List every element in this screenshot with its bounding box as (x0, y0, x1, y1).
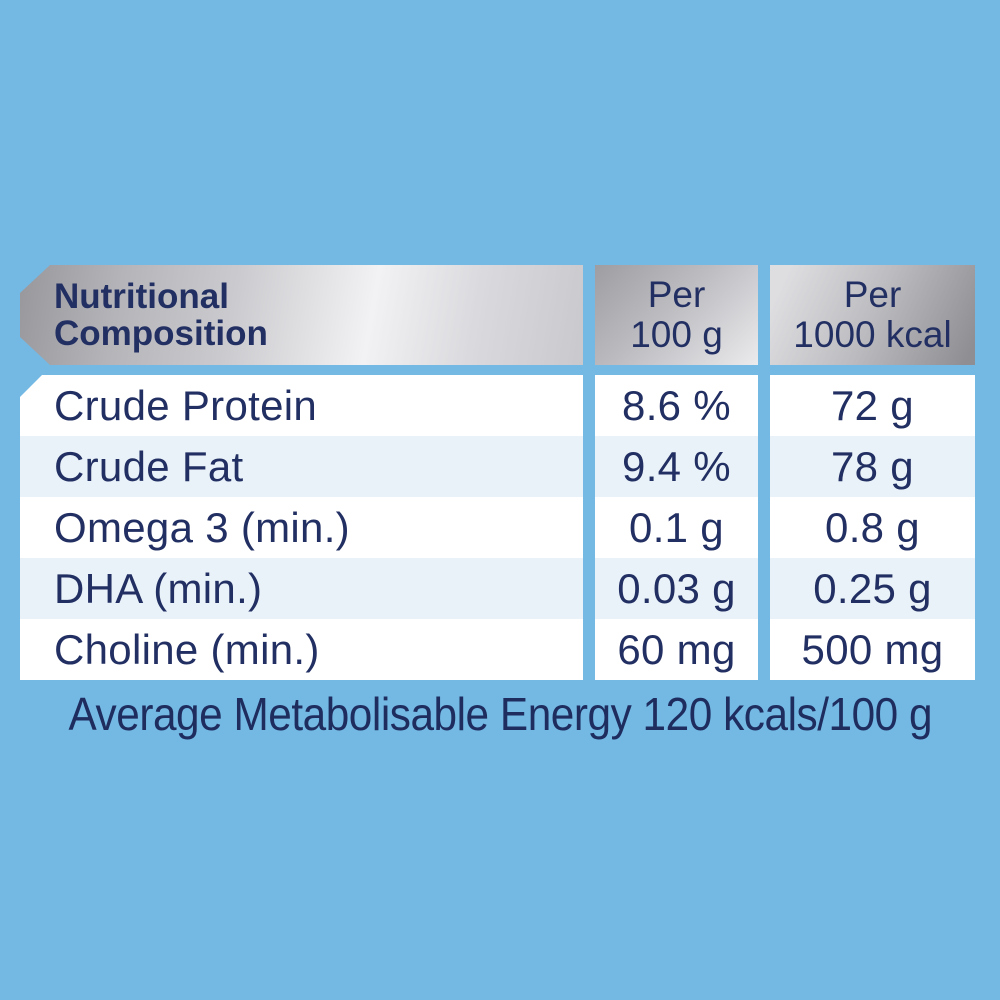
header-cell-nutritional-composition: Nutritional Composition (20, 265, 583, 365)
nutrition-table: Nutritional Composition Per 100 g Per 10… (20, 265, 975, 680)
per-1000kcal-value-cell: 0.8 g (770, 497, 975, 558)
nutrient-label: Crude Fat (54, 442, 244, 490)
nutrient-label: Omega 3 (min.) (54, 503, 350, 551)
per-1000kcal-value: 78 g (831, 442, 914, 490)
per-1000kcal-value-cell: 78 g (770, 436, 975, 497)
per-100g-value: 8.6 % (622, 381, 731, 429)
nutrient-label-cell: DHA (min.) (20, 558, 583, 619)
per-100g-value-cell: 9.4 % (595, 436, 758, 497)
per-1000kcal-value-cell: 0.25 g (770, 558, 975, 619)
per-100g-value-cell: 60 mg (595, 619, 758, 680)
header-per-1000kcal-line2: 1000 kcal (793, 314, 952, 355)
header-title-line1: Nutritional (54, 277, 229, 316)
per-1000kcal-value: 0.8 g (825, 503, 920, 551)
per-1000kcal-value: 0.25 g (813, 564, 932, 612)
header-per-1000kcal-line1: Per (843, 274, 902, 315)
per-1000kcal-value-cell: 500 mg (770, 619, 975, 680)
per-1000kcal-value: 500 mg (801, 625, 944, 673)
per-100g-value-cell: 0.03 g (595, 558, 758, 619)
nutrient-label: Crude Protein (54, 381, 318, 429)
per-100g-value: 0.03 g (617, 564, 736, 612)
nutrient-label-cell: Crude Protein (20, 375, 583, 436)
per-1000kcal-value-cell: 72 g (770, 375, 975, 436)
header-title-line2: Composition (54, 314, 268, 353)
nutrient-label: DHA (min.) (54, 564, 263, 612)
nutrient-label-cell: Omega 3 (min.) (20, 497, 583, 558)
nutrient-label: Choline (min.) (54, 625, 320, 673)
header-cell-per-100g: Per 100 g (595, 265, 758, 365)
nutrient-label-cell: Crude Fat (20, 436, 583, 497)
per-1000kcal-value: 72 g (831, 381, 914, 429)
per-100g-value-cell: 0.1 g (595, 497, 758, 558)
table-body: Crude Protein 8.6 % 72 g Crude Fat 9.4 % (20, 375, 975, 680)
per-100g-value: 60 mg (617, 625, 736, 673)
table-header-row: Nutritional Composition Per 100 g Per 10… (20, 265, 975, 365)
per-100g-value: 9.4 % (622, 442, 731, 490)
footer-text: Average Metabolisable Energy 120 kcals/1… (68, 688, 932, 740)
per-100g-value: 0.1 g (629, 503, 724, 551)
header-cell-per-1000kcal: Per 1000 kcal (770, 265, 975, 365)
per-100g-value-cell: 8.6 % (595, 375, 758, 436)
nutrient-label-cell: Choline (min.) (20, 619, 583, 680)
header-per-100g-line1: Per (647, 274, 706, 315)
average-metabolisable-energy: Average Metabolisable Energy 120 kcals/1… (0, 687, 1000, 741)
header-per-100g-line2: 100 g (630, 314, 723, 355)
